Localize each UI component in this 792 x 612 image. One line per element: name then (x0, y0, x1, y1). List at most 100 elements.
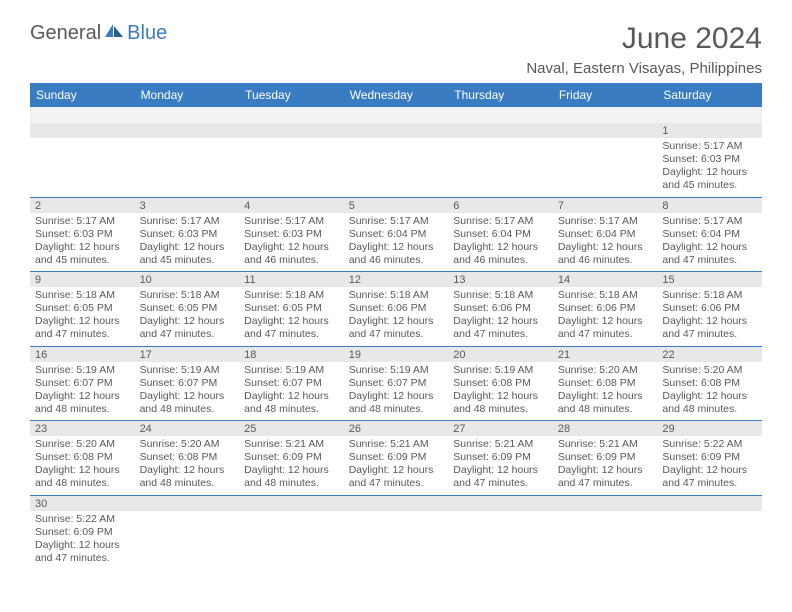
daylight-text: Daylight: 12 hours (453, 315, 548, 328)
date-number (553, 123, 658, 138)
daylight-text: and 47 minutes. (35, 328, 130, 341)
sunrise-text: Sunrise: 5:19 AM (35, 364, 130, 377)
sunset-text: Sunset: 6:07 PM (244, 377, 339, 390)
date-number: 16 (30, 347, 135, 362)
sunrise-text: Sunrise: 5:18 AM (662, 289, 757, 302)
date-number: 27 (448, 421, 553, 436)
day-cell (344, 138, 449, 197)
sunset-text: Sunset: 6:08 PM (662, 377, 757, 390)
day-cell (239, 511, 344, 570)
date-number: 22 (657, 347, 762, 362)
day-cell (239, 138, 344, 197)
day-cell: Sunrise: 5:18 AMSunset: 6:05 PMDaylight:… (239, 287, 344, 346)
weekday-sat: Saturday (657, 83, 762, 107)
location-subtitle: Naval, Eastern Visayas, Philippines (526, 60, 762, 77)
sunset-text: Sunset: 6:08 PM (35, 451, 130, 464)
daylight-text: Daylight: 12 hours (244, 315, 339, 328)
day-cell: Sunrise: 5:17 AMSunset: 6:03 PMDaylight:… (239, 213, 344, 272)
weekday-fri: Friday (553, 83, 658, 107)
daylight-text: Daylight: 12 hours (349, 390, 444, 403)
sunset-text: Sunset: 6:09 PM (244, 451, 339, 464)
day-cell: Sunrise: 5:19 AMSunset: 6:07 PMDaylight:… (30, 362, 135, 421)
day-cell: Sunrise: 5:17 AMSunset: 6:03 PMDaylight:… (30, 213, 135, 272)
sunrise-text: Sunrise: 5:18 AM (140, 289, 235, 302)
date-number: 8 (657, 198, 762, 213)
weekday-thu: Thursday (448, 83, 553, 107)
date-number: 21 (553, 347, 658, 362)
day-cell: Sunrise: 5:18 AMSunset: 6:06 PMDaylight:… (448, 287, 553, 346)
date-number (135, 496, 240, 511)
brand-general: General (30, 22, 101, 45)
daylight-text: Daylight: 12 hours (35, 390, 130, 403)
week-row: Sunrise: 5:17 AM Sunset: 6:03 PM Daylight:… (30, 213, 762, 272)
sunrise-text: Sunrise: 5:20 AM (558, 364, 653, 377)
date-number: 24 (135, 421, 240, 436)
date-row: 16171819202122 (30, 346, 762, 362)
sunset-text: Sunset: 6:08 PM (140, 451, 235, 464)
sunrise-text: Sunrise: 5:20 AM (662, 364, 757, 377)
daylight-text: and 45 minutes. (35, 254, 130, 267)
daylight-text: and 47 minutes. (558, 477, 653, 490)
day-cell: Sunrise: 5:22 AMSunset: 6:09 PMDaylight:… (30, 511, 135, 570)
sunset-text: Sunset: 6:04 PM (349, 228, 444, 241)
sunset-text: Sunset: 6:07 PM (35, 377, 130, 390)
daylight-text: Daylight: 12 hours (662, 315, 757, 328)
day-cell: Sunrise: 5:20 AMSunset: 6:08 PMDaylight:… (30, 436, 135, 495)
sunset-text: Sunset: 6:09 PM (558, 451, 653, 464)
daylight-text: Daylight: 12 hours (558, 241, 653, 254)
day-cell: Sunrise: 5:17 AMSunset: 6:03 PMDaylight:… (135, 213, 240, 272)
daylight-text: and 45 minutes. (662, 179, 757, 192)
day-cell (448, 511, 553, 570)
day-cell (30, 138, 135, 197)
title-block: June 2024 Naval, Eastern Visayas, Philip… (526, 22, 762, 77)
sunrise-text: Sunrise: 5:19 AM (140, 364, 235, 377)
day-cell: Sunrise: 5:17 AMSunset: 6:04 PMDaylight:… (448, 213, 553, 272)
sunrise-text: Sunrise: 5:20 AM (35, 438, 130, 451)
sunset-text: Sunset: 6:04 PM (558, 228, 653, 241)
daylight-text: and 46 minutes. (244, 254, 339, 267)
date-number: 9 (30, 272, 135, 287)
daylight-text: and 47 minutes. (662, 328, 757, 341)
sunrise-text: Sunrise: 5:17 AM (244, 215, 339, 228)
daylight-text: Daylight: 12 hours (244, 464, 339, 477)
day-cell: Sunrise: 5:17 AMSunset: 6:04 PMDaylight:… (657, 213, 762, 272)
weekday-mon: Monday (135, 83, 240, 107)
daylight-text: Daylight: 12 hours (349, 241, 444, 254)
sunrise-text: Sunrise: 5:17 AM (558, 215, 653, 228)
daylight-text: and 46 minutes. (453, 254, 548, 267)
blank-row (30, 107, 762, 123)
day-cell: Sunrise: 5:18 AMSunset: 6:05 PMDaylight:… (30, 287, 135, 346)
sunrise-text: Sunrise: 5:18 AM (244, 289, 339, 302)
header: General Blue June 2024 Naval, Eastern Vi… (30, 22, 762, 77)
sunset-text: Sunset: 6:03 PM (35, 228, 130, 241)
week-row: Sunrise: 5:17 AMSunset: 6:03 PMDaylight:… (30, 138, 762, 197)
daylight-text: Daylight: 12 hours (140, 390, 235, 403)
date-number: 25 (239, 421, 344, 436)
daylight-text: and 48 minutes. (244, 477, 339, 490)
date-number: 17 (135, 347, 240, 362)
sunset-text: Sunset: 6:03 PM (140, 228, 235, 241)
date-number: 2 (30, 198, 135, 213)
date-number (344, 496, 449, 511)
date-number (657, 496, 762, 511)
date-number: 15 (657, 272, 762, 287)
daylight-text: and 47 minutes. (558, 328, 653, 341)
daylight-text: Daylight: 12 hours (662, 390, 757, 403)
sunset-text: Sunset: 6:06 PM (349, 302, 444, 315)
date-number (30, 123, 135, 138)
sunset-text: Sunset: 6:05 PM (35, 302, 130, 315)
page-title: June 2024 (526, 22, 762, 56)
date-number: 28 (553, 421, 658, 436)
sunrise-text: Sunrise: 5:18 AM (35, 289, 130, 302)
daylight-text: Daylight: 12 hours (244, 241, 339, 254)
daylight-text: Daylight: 12 hours (35, 539, 130, 552)
week-row: Sunrise: 5:19 AMSunset: 6:07 PMDaylight:… (30, 362, 762, 421)
sunrise-text: Sunrise: 5:21 AM (349, 438, 444, 451)
date-number: 13 (448, 272, 553, 287)
date-number: 11 (239, 272, 344, 287)
daylight-text: and 46 minutes. (558, 254, 653, 267)
daylight-text: and 47 minutes. (453, 477, 548, 490)
date-number (344, 123, 449, 138)
sunset-text: Sunset: 6:04 PM (453, 228, 548, 241)
date-number: 7 (553, 198, 658, 213)
